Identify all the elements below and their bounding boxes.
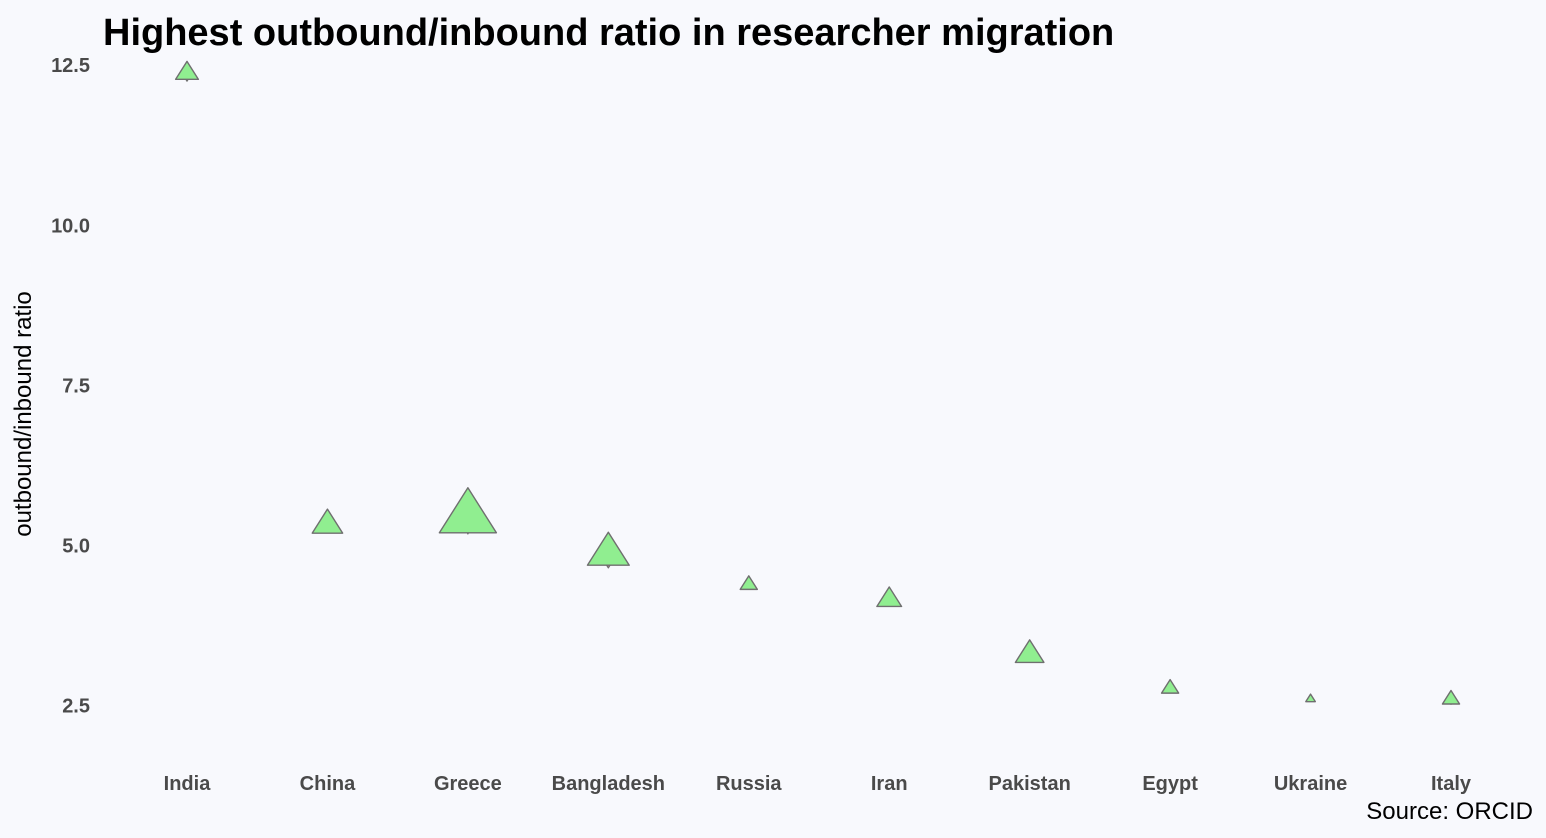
source-note: Source: ORCID <box>1366 798 1533 825</box>
y-tick-label: 10.0 <box>51 215 90 237</box>
x-tick-label: Pakistan <box>989 773 1071 795</box>
x-tick-label: Russia <box>716 773 782 795</box>
outbound-marker <box>438 487 498 534</box>
outbound-marker <box>1305 693 1317 703</box>
outbound-marker <box>1160 678 1180 694</box>
x-tick-label: Greece <box>434 773 502 795</box>
outbound-marker <box>311 508 344 534</box>
y-tick-label: 7.5 <box>62 375 90 397</box>
x-tick-label: Ukraine <box>1274 773 1347 795</box>
x-tick-label: Italy <box>1431 773 1472 795</box>
series-outbound-markers <box>174 60 1461 705</box>
chart-title: Highest outbound/inbound ratio in resear… <box>103 12 1114 54</box>
outbound-marker <box>1441 689 1461 705</box>
y-axis-ticks: 2.5 5.0 7.5 10.0 12.5 <box>51 55 90 717</box>
x-tick-label: China <box>300 773 356 795</box>
x-tick-label: India <box>164 773 212 795</box>
x-tick-label: Egypt <box>1142 773 1198 795</box>
outbound-marker <box>1014 639 1045 664</box>
x-tick-label: Bangladesh <box>552 773 665 795</box>
x-tick-label: Iran <box>871 773 908 795</box>
outbound-marker <box>586 531 630 566</box>
outbound-marker <box>174 60 200 81</box>
outbound-marker <box>876 586 903 608</box>
outbound-marker <box>739 575 759 591</box>
y-tick-label: 12.5 <box>51 55 90 77</box>
x-axis-ticks: India China Greece Bangladesh Russia Iran Paki… <box>164 773 1472 795</box>
y-tick-label: 5.0 <box>62 535 90 557</box>
y-tick-label: 2.5 <box>62 696 90 718</box>
y-axis-label: outbound/inbound ratio <box>10 291 37 537</box>
